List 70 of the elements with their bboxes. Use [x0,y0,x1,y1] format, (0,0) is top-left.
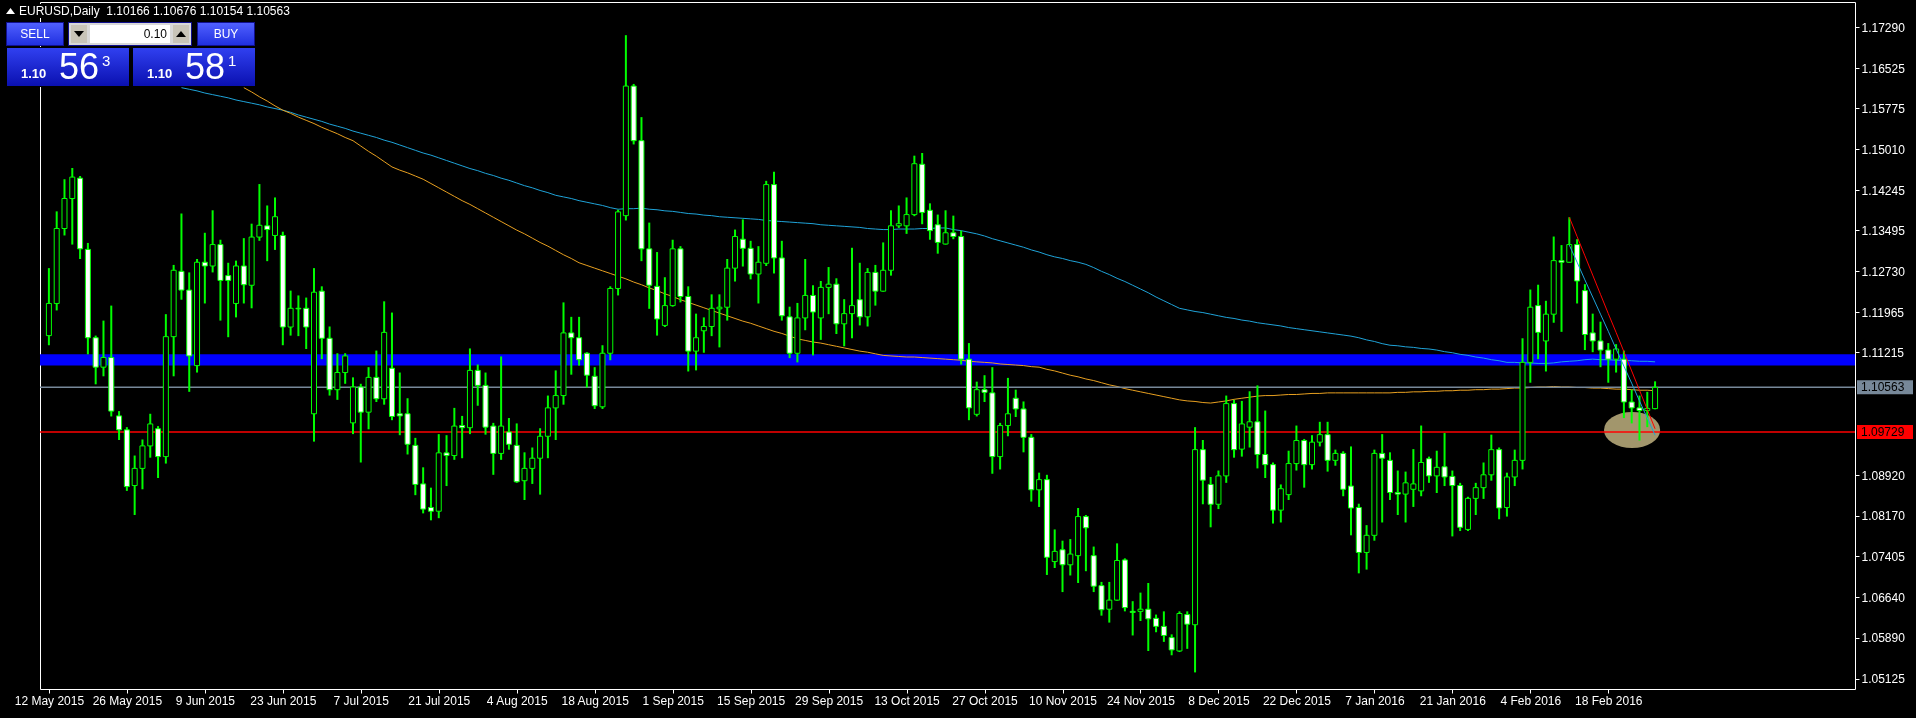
x-tick-label: 13 Oct 2015 [874,693,941,708]
annotation: 1.10 58$^{1}$ [147,46,237,88]
candlestick [537,427,544,496]
y-tick-label: 1.16525 [1861,61,1906,76]
candlestick [1652,380,1659,411]
price-box: 1.10 58$^{1}$ [132,47,256,87]
annotation: 0.10 [90,25,170,43]
chart-title: EURUSD,Daily 1.10166 1.10676 1.10154 1.10563 [19,4,290,18]
candlestick [661,276,668,329]
y-tick-label: 1.12730 [1861,264,1906,279]
x-tick-label: 26 May 2015 [92,693,163,708]
y-tick-label: 1.11965 [1861,305,1905,320]
y-tick-label: 1.08920 [1861,468,1906,483]
x-tick-label: 21 Jul 2015 [408,693,471,708]
x-tick-label: 21 Jan 2016 [1419,693,1487,708]
candlestick [272,196,279,251]
candlestick [576,315,583,367]
candlestick [1160,610,1167,643]
candlestick [810,284,816,357]
candlestick [1309,434,1316,471]
x-tick-label: 9 Jun 2015 [175,693,236,708]
annotation: 1.10 56$^{3}$ [21,46,111,88]
x-tick-label: 23 Jun 2015 [250,693,317,708]
candlestick [1004,376,1011,438]
y-tick-label: 1.07405 [1861,549,1906,564]
x-tick-label: 15 Sep 2015 [717,693,786,708]
y-tick-label: 1.13495 [1861,223,1906,238]
candlestick [1613,343,1620,374]
x-tick-label: 7 Jul 2015 [333,693,390,708]
candlestick [1347,445,1354,537]
x-tick-label: 8 Dec 2015 [1188,693,1250,708]
x-tick-label: 18 Feb 2016 [1575,693,1643,708]
candlestick [1082,513,1089,573]
x-tick-label: 29 Sep 2015 [795,693,864,708]
candlestick [848,246,855,340]
sell-button: SELL [6,22,64,46]
y-tick-label: 1.14245 [1861,183,1906,198]
x-tick-label: 18 Aug 2015 [561,693,630,708]
y-tick-label: 1.08170 [1861,509,1906,524]
candlestick [1036,471,1043,508]
x-tick-label: 7 Jan 2016 [1345,693,1405,708]
candlestick [926,202,933,241]
x-tick-label: 10 Nov 2015 [1028,693,1098,708]
x-tick-label: 1 Sep 2015 [642,693,705,708]
x-tick-label: 24 Nov 2015 [1106,693,1176,708]
x-tick-label: 12 May 2015 [14,693,85,708]
line-series [1568,216,1656,430]
y-tick-label: 1.15775 [1861,101,1906,116]
buy-button: BUY [197,22,255,46]
y-tick-label: 1.15010 [1861,142,1906,157]
candlestick [583,351,590,389]
candlestick [459,414,466,460]
y-tick-label: 1.06640 [1861,590,1906,605]
candlestick [1425,455,1432,484]
x-tick-label: 4 Feb 2016 [1500,693,1562,708]
y-tick-label: 1.05125 [1861,672,1906,687]
y-tick-label: 1.11215 [1861,345,1905,360]
x-tick-label: 4 Aug 2015 [486,693,548,708]
candlestick [505,417,512,451]
y-tick-label: 1.05890 [1861,631,1906,646]
candlestick [116,410,123,442]
ref-line-label: 1.10563 [1861,380,1905,395]
y-tick-label: 1.17290 [1861,20,1906,35]
candlestick [693,312,700,372]
x-tick-label: 22 Dec 2015 [1262,693,1332,708]
candlestick [427,486,434,522]
price-box: 1.10 56$^{3}$ [6,47,130,87]
lot-field: 0.10 [68,22,192,46]
x-tick-label: 27 Oct 2015 [952,693,1019,708]
ref-line-label: 1.09729 [1861,425,1905,440]
